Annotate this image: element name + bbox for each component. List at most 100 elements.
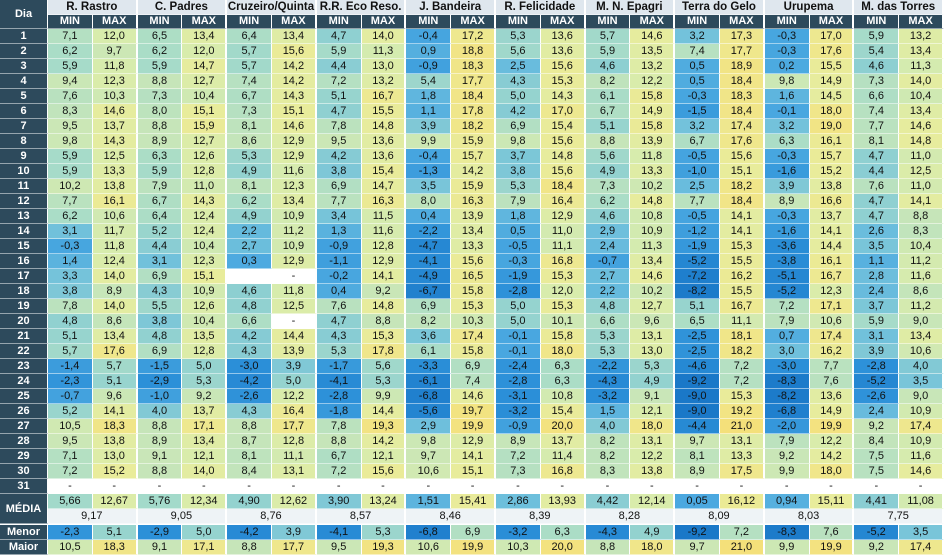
max-value: 4,9 [630,525,676,540]
min-value: 9,2 [764,449,810,464]
min-value: 7,7 [675,194,720,209]
min-value: -2,3 [48,374,93,389]
min-value: 5,9 [585,44,631,59]
max-value: 7,4 [451,374,496,389]
max-value: - [899,479,944,494]
day-number: 26 [0,404,48,419]
day-number: 9 [0,149,48,164]
max-value: 13,4 [899,329,944,344]
min-value: 6,7 [585,104,631,119]
max-header: MAX [899,14,944,29]
min-value: 9,7 [675,434,720,449]
max-value: 13,3 [451,239,496,254]
max-value: 18,3 [451,59,496,74]
max-value: 14,0 [182,464,228,479]
max-value: 12,9 [272,134,317,149]
min-value: 4,4 [854,164,900,179]
max-value: 13,4 [899,104,944,119]
max-value: 17,7 [272,419,317,434]
min-value: 7,1 [48,449,93,464]
max-value: 19,9 [809,419,855,434]
max-value: 15,1 [182,269,228,284]
min-value: 5,9 [854,314,900,329]
min-value: 7,6 [854,179,900,194]
max-value: 13,4 [182,29,228,44]
min-value: -0,4 [406,29,452,44]
min-value: 4,9 [227,164,272,179]
max-value: 16,5 [451,269,496,284]
min-value: 4,4 [316,59,362,74]
max-value: 13,0 [92,449,138,464]
min-value: 8,2 [585,449,631,464]
min-value: 0,5 [675,59,720,74]
day-number: 30 [0,464,48,479]
max-value: 14,1 [809,224,855,239]
max-value: 12,8 [182,164,228,179]
day-number: 7 [0,119,48,134]
max-value: 15,8 [451,344,496,359]
min-value: 0,7 [764,329,810,344]
day-number: 1 [0,29,48,44]
max-value: 16,3 [451,194,496,209]
max-value: 10,1 [540,314,586,329]
day-number: 2 [0,44,48,59]
max-value: 15,1 [182,104,228,119]
max-value: 15,7 [809,149,855,164]
min-value: 8,3 [48,104,93,119]
min-value [227,269,272,284]
max-value: 13,3 [630,164,676,179]
min-value: 5,76 [137,494,183,509]
max-value: 17,6 [720,134,765,149]
max-value: 12,2 [809,434,855,449]
max-value: 17,5 [720,464,765,479]
min-value: 7,3 [137,89,183,104]
min-value: -8,2 [764,389,810,404]
max-value: 15,5 [720,254,765,269]
max-value: 12,8 [361,239,407,254]
min-value: -0,9 [496,419,541,434]
min-value: 2,6 [854,224,900,239]
min-value: - [764,479,810,494]
max-value: 7,2 [720,525,765,540]
min-value: 0,5 [496,224,541,239]
min-value: 7,3 [585,179,631,194]
min-value: 6,7 [316,449,362,464]
max-value: 6,9 [451,525,496,540]
min-value: 9,2 [854,540,900,555]
max-value: 14,2 [809,449,855,464]
max-value: 12,9 [540,209,586,224]
max-value: 5,0 [182,525,228,540]
day-number: 16 [0,254,48,269]
min-value: -1,9 [675,239,720,254]
min-value: 2,4 [854,284,900,299]
min-value: 7,7 [316,194,362,209]
max-value: 11,8 [272,284,317,299]
min-header: MIN [316,14,362,29]
max-value: 12,34 [182,494,228,509]
station-name: J. Bandeira [406,0,496,15]
min-value: - [48,479,93,494]
max-value: 13,7 [809,209,855,224]
min-value: 3,90 [316,494,362,509]
min-value: 1,8 [406,89,452,104]
min-header: MIN [854,14,900,29]
max-value: 6,3 [540,359,586,374]
min-value: -0,1 [496,344,541,359]
max-value: - [182,479,228,494]
max-value: 13,4 [272,29,317,44]
max-value: 12,8 [182,344,228,359]
day-number: 31 [0,479,48,494]
min-value: 3,2 [675,29,720,44]
max-value: 12,9 [361,254,407,269]
min-value: 8,1 [227,179,272,194]
max-value: 18,0 [809,104,855,119]
min-value: -6,1 [406,374,452,389]
min-value: 5,7 [227,59,272,74]
min-value: 4,2 [496,104,541,119]
min-value: 4,0 [585,419,631,434]
max-value: 13,4 [899,44,944,59]
max-value: 16,6 [809,194,855,209]
day-number: 11 [0,179,48,194]
max-value: 18,9 [720,59,765,74]
min-value: 5,9 [48,164,93,179]
